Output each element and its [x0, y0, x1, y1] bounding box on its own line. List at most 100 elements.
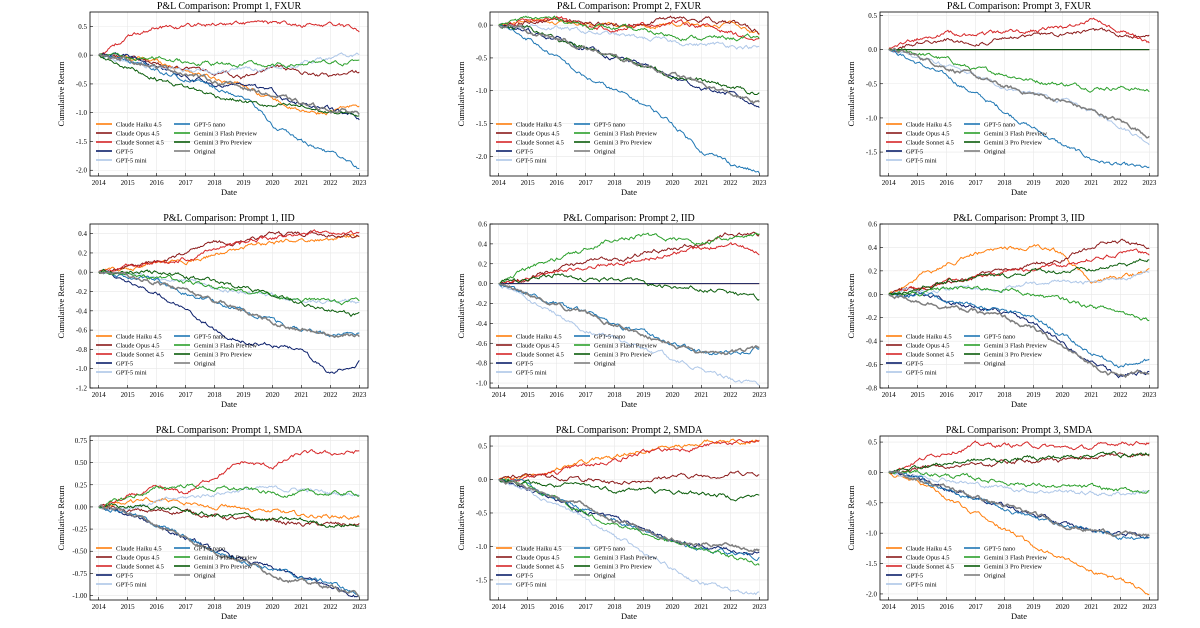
- y-tick-label: -1.5: [476, 120, 488, 128]
- x-axis-label: Date: [221, 187, 237, 197]
- y-tick-label: -0.5: [866, 80, 878, 88]
- series-line-gpt-5: [98, 270, 360, 374]
- x-tick-label: 2019: [636, 391, 651, 399]
- series-line-claude-opus-4-5: [498, 470, 760, 485]
- x-tick-label: 2020: [1055, 179, 1070, 187]
- chart-panel-4: P&L Comparison: Prompt 1, IID 2014 2015 201…: [20, 212, 400, 412]
- chart-title: P&L Comparison: Prompt 1, SMDA: [156, 425, 303, 436]
- legend-label-gpt-5: GPT-5: [516, 572, 533, 579]
- x-tick-label: 2015: [911, 179, 926, 187]
- chart-title: P&L Comparison: Prompt 2, FXUR: [557, 1, 702, 12]
- y-tick-label: -1.5: [76, 138, 88, 146]
- y-tick-label: -2.0: [866, 590, 878, 598]
- legend-label-claude-sonnet-4-5: Claude Sonnet 4.5: [516, 139, 564, 146]
- x-tick-label: 2016: [150, 603, 165, 611]
- legend-label-original: Original: [194, 148, 216, 155]
- series-line-gemini-3-pro-preview: [888, 258, 1150, 296]
- y-tick-label: 0.50: [75, 459, 88, 467]
- series-line-gpt-5-mini: [98, 269, 360, 305]
- x-tick-label: 2016: [550, 179, 565, 187]
- y-tick-label: -0.6: [476, 340, 488, 348]
- x-tick-label: 2022: [723, 179, 738, 187]
- y-tick-label: 0.2: [868, 267, 877, 275]
- x-tick-label: 2020: [1055, 603, 1070, 611]
- x-tick-label: 2019: [1026, 179, 1041, 187]
- series-line-gemini-3-pro-preview: [98, 54, 360, 117]
- y-tick-label: 0.0: [478, 22, 487, 30]
- legend-label-gpt-5-mini: GPT-5 mini: [516, 157, 547, 164]
- series-line-gpt-5-mini: [498, 283, 760, 386]
- series-line-original: [98, 52, 360, 115]
- plot-frame: [879, 11, 1159, 177]
- legend-label-claude-sonnet-4-5: Claude Sonnet 4.5: [116, 139, 164, 146]
- series-line-claude-haiku-4-5: [498, 438, 760, 480]
- y-axis-label: Cumulative Return: [456, 485, 466, 551]
- series-line-claude-haiku-4-5: [98, 53, 360, 116]
- x-tick-label: 2015: [121, 603, 136, 611]
- y-tick-label: -1.5: [866, 560, 878, 568]
- legend-label-claude-haiku-4-5: Claude Haiku 4.5: [906, 545, 952, 552]
- legend-label-gpt-5: GPT-5: [116, 572, 133, 579]
- x-tick-label: 2023: [1142, 391, 1157, 399]
- plot-frame: [89, 11, 369, 177]
- x-tick-label: 2020: [265, 179, 280, 187]
- legend-label-gpt-5: GPT-5: [116, 148, 133, 155]
- legend-label-gemini-3-pro-preview: Gemini 3 Pro Preview: [194, 563, 252, 570]
- series-line-gemini-3-pro-preview: [98, 503, 360, 528]
- y-tick-label: 0.2: [478, 260, 487, 268]
- legend-label-original: Original: [984, 148, 1006, 155]
- legend-label-claude-haiku-4-5: Claude Haiku 4.5: [116, 333, 162, 340]
- chart-panel-8: P&L Comparison: Prompt 2, SMDA 2014 2015 20…: [420, 424, 800, 624]
- y-tick-label: -1.0: [476, 543, 488, 551]
- x-tick-label: 2018: [998, 179, 1013, 187]
- x-tick-label: 2016: [150, 179, 165, 187]
- x-tick-label: 2023: [352, 391, 367, 399]
- y-tick-label: -0.25: [72, 526, 87, 534]
- y-tick-label: -0.5: [76, 80, 88, 88]
- x-tick-label: 2015: [521, 179, 536, 187]
- chart-panel-7: P&L Comparison: Prompt 1, SMDA 2014 2015 20…: [20, 424, 400, 624]
- x-tick-label: 2016: [940, 179, 955, 187]
- series-line-gemini-3-flash-preview: [888, 285, 1150, 322]
- x-tick-label: 2022: [723, 391, 738, 399]
- y-tick-label: -0.8: [76, 346, 88, 354]
- series-line-gpt-5-nano: [888, 48, 1150, 169]
- legend-label-gemini-3-flash-preview: Gemini 3 Flash Preview: [594, 554, 657, 561]
- y-axis-label: Cumulative Return: [456, 273, 466, 339]
- y-tick-label: -1.0: [866, 114, 878, 122]
- legend-label-claude-sonnet-4-5: Claude Sonnet 4.5: [516, 351, 564, 358]
- x-tick-label: 2023: [1142, 179, 1157, 187]
- legend-label-claude-sonnet-4-5: Claude Sonnet 4.5: [906, 139, 954, 146]
- series-line-gpt-5: [98, 506, 360, 598]
- x-tick-label: 2014: [492, 391, 507, 399]
- series-line-gemini-3-pro-preview: [498, 273, 760, 301]
- x-tick-label: 2019: [1026, 391, 1041, 399]
- x-tick-label: 2020: [665, 603, 680, 611]
- x-tick-label: 2020: [665, 179, 680, 187]
- legend-label-claude-opus-4-5: Claude Opus 4.5: [516, 342, 560, 349]
- y-tick-label: 0.4: [78, 230, 87, 238]
- legend-label-claude-opus-4-5: Claude Opus 4.5: [516, 554, 560, 561]
- x-tick-label: 2017: [969, 391, 984, 399]
- legend-label-gemini-3-flash-preview: Gemini 3 Flash Preview: [984, 554, 1047, 561]
- legend-label-claude-haiku-4-5: Claude Haiku 4.5: [906, 121, 952, 128]
- y-tick-label: 0.5: [78, 23, 87, 31]
- y-axis-label: Cumulative Return: [56, 273, 66, 339]
- legend-label-gemini-3-pro-preview: Gemini 3 Pro Preview: [194, 351, 252, 358]
- legend-label-gpt-5-mini: GPT-5 mini: [906, 581, 937, 588]
- y-tick-label: -0.4: [866, 338, 878, 346]
- y-tick-label: 0.2: [78, 249, 87, 257]
- legend-label-gpt-5-nano: GPT-5 nano: [984, 121, 1015, 128]
- legend-label-claude-opus-4-5: Claude Opus 4.5: [516, 130, 560, 137]
- x-tick-label: 2019: [636, 603, 651, 611]
- x-axis-label: Date: [221, 399, 237, 409]
- legend-label-gemini-3-pro-preview: Gemini 3 Pro Preview: [594, 351, 652, 358]
- series-line-gemini-3-flash-preview: [888, 48, 1150, 93]
- series-line-gemini-3-flash-preview: [98, 52, 360, 69]
- x-tick-label: 2023: [352, 603, 367, 611]
- legend-label-gpt-5-nano: GPT-5 nano: [194, 333, 225, 340]
- y-axis-label: Cumulative Return: [56, 61, 66, 127]
- x-tick-label: 2020: [665, 391, 680, 399]
- legend-label-gpt-5-nano: GPT-5 nano: [984, 333, 1015, 340]
- y-tick-label: -2.0: [76, 167, 88, 175]
